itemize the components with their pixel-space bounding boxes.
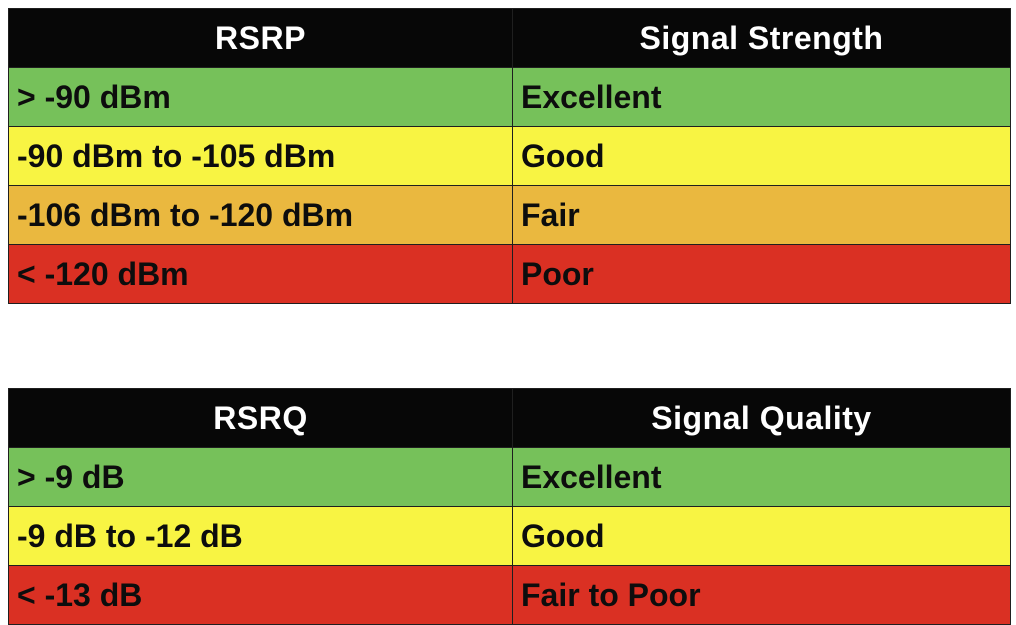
table-row-rsrp-poor: < -120 dBm Poor: [8, 244, 1012, 304]
rsrp-header-row: RSRP Signal Strength: [8, 8, 1012, 68]
rsrp-rating-cell: Poor: [511, 244, 1012, 304]
rsrq-range-cell: -9 dB to -12 dB: [8, 506, 513, 566]
table-row-rsrq-good: -9 dB to -12 dB Good: [8, 506, 1012, 566]
rsrq-table: RSRQ Signal Quality > -9 dB Excellent -9…: [8, 388, 1012, 625]
rsrp-table: RSRP Signal Strength > -90 dBm Excellent…: [8, 8, 1012, 304]
table-row-rsrp-good: -90 dBm to -105 dBm Good: [8, 126, 1012, 186]
table-row-rsrp-fair: -106 dBm to -120 dBm Fair: [8, 185, 1012, 245]
table-row-rsrp-excellent: > -90 dBm Excellent: [8, 67, 1012, 127]
rsrp-rating-cell: Fair: [511, 185, 1012, 245]
rsrp-range-cell: < -120 dBm: [8, 244, 513, 304]
rsrq-range-cell: > -9 dB: [8, 447, 513, 507]
rsrp-range-cell: -90 dBm to -105 dBm: [8, 126, 513, 186]
rsrp-rating-cell: Excellent: [511, 67, 1012, 127]
rsrp-column-header: RSRP: [8, 8, 513, 68]
rsrq-rating-cell: Fair to Poor: [511, 565, 1012, 625]
rsrq-rating-cell: Good: [511, 506, 1012, 566]
rsrq-header-row: RSRQ Signal Quality: [8, 388, 1012, 448]
signal-strength-column-header: Signal Strength: [511, 8, 1012, 68]
rsrp-range-cell: -106 dBm to -120 dBm: [8, 185, 513, 245]
rsrq-range-cell: < -13 dB: [8, 565, 513, 625]
table-row-rsrq-fair-to-poor: < -13 dB Fair to Poor: [8, 565, 1012, 625]
rsrq-column-header: RSRQ: [8, 388, 513, 448]
rsrp-rating-cell: Good: [511, 126, 1012, 186]
rsrq-rating-cell: Excellent: [511, 447, 1012, 507]
signal-quality-column-header: Signal Quality: [511, 388, 1012, 448]
table-row-rsrq-excellent: > -9 dB Excellent: [8, 447, 1012, 507]
rsrp-range-cell: > -90 dBm: [8, 67, 513, 127]
